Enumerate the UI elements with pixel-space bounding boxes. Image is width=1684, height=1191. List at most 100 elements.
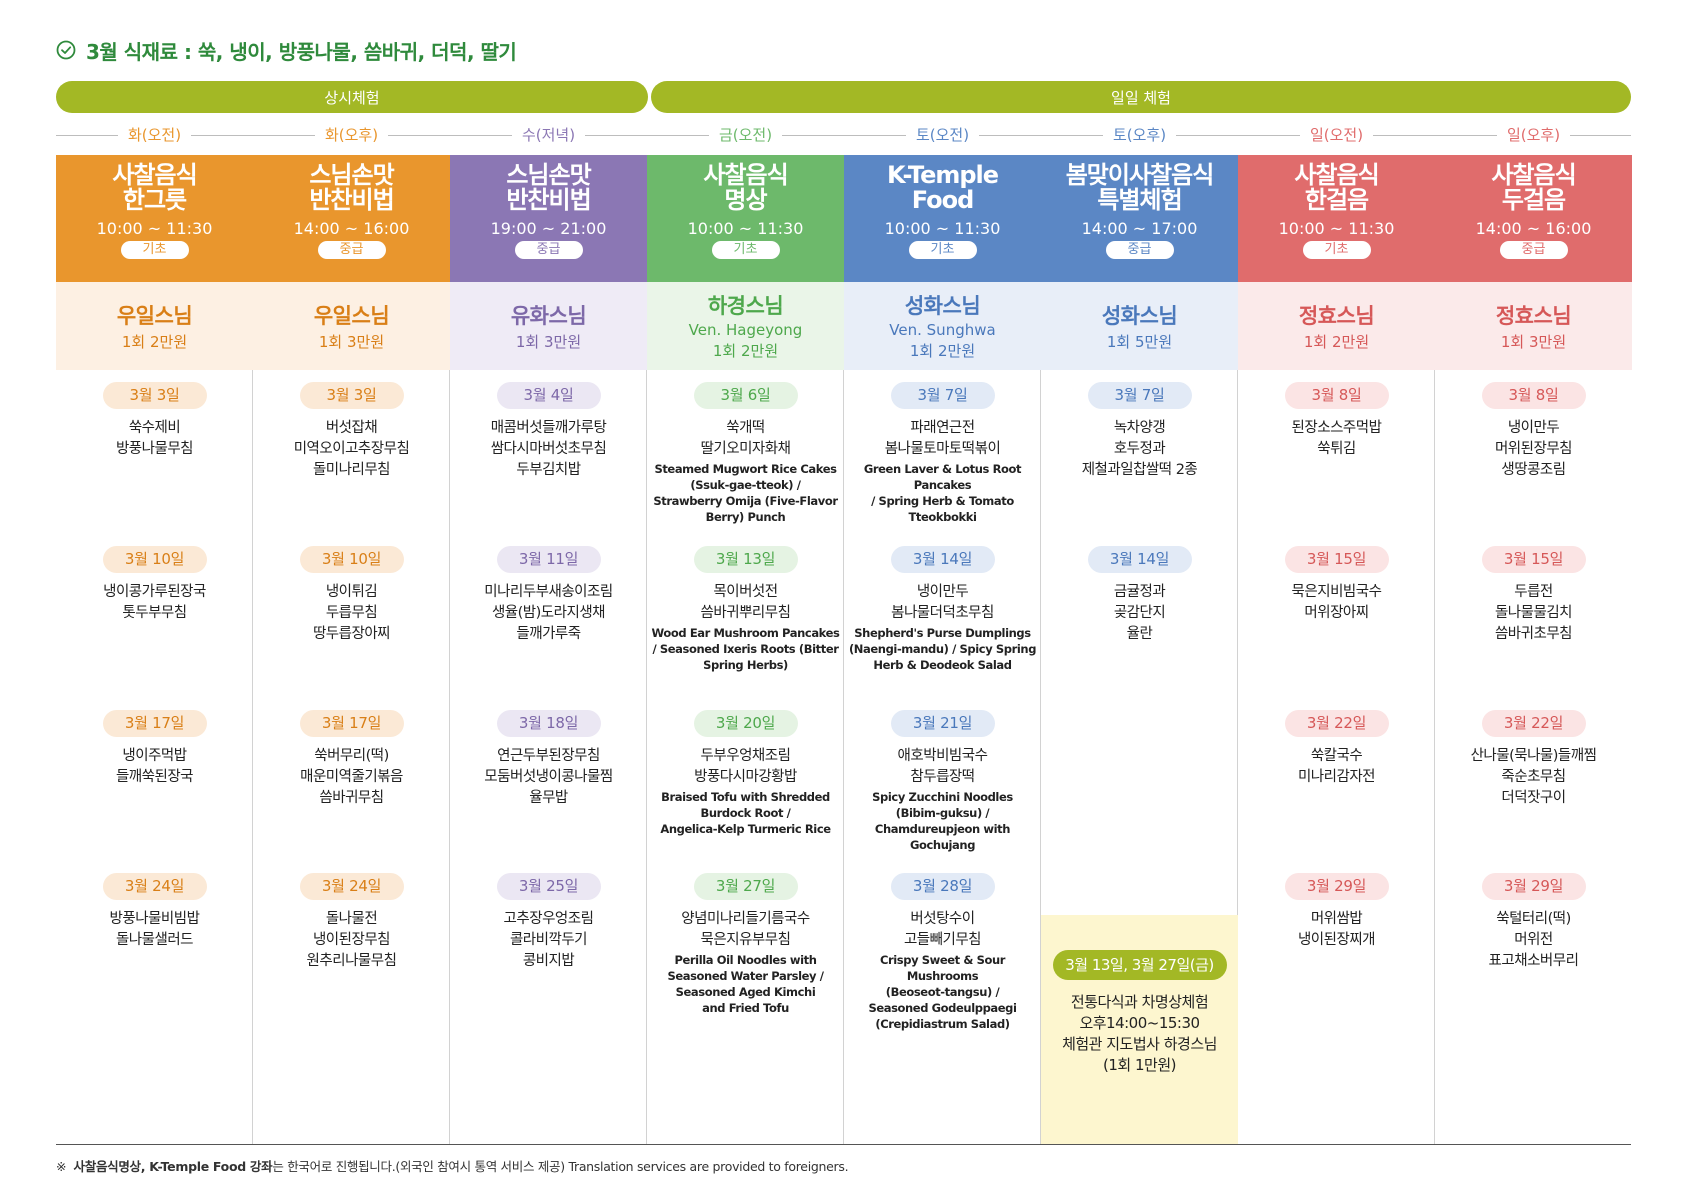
date-pill: 3월 28일 (890, 873, 995, 900)
date-pill: 3월 4일 (496, 382, 601, 409)
menu-list: 두릅전 돌나물물김치 씀바귀초무침 (1494, 584, 1573, 642)
menu-english: Perilla Oil Noodles with Seasoned Water … (667, 953, 824, 1015)
menu-list: 냉이만두 봄나물더덕초무침 (891, 584, 994, 621)
menu-list: 양념미나리들기름국수 묵은지유부무침 (681, 911, 810, 948)
date-pill: 3월 14일 (890, 546, 995, 573)
menu-list: 고추장우엉조림 콜라비깍두기 콩비지밥 (503, 911, 594, 969)
teacher-name: 정효스님 (1298, 304, 1375, 328)
program-time: 10:00 ~ 11:30 (96, 219, 213, 238)
level-badge: 중급 (1499, 241, 1568, 259)
program-name: 봄맞이사찰음식 특별체험 (1065, 161, 1215, 214)
class-entry: 3월 15일 두릅전 돌나물물김치 씀바귀초무침 (1435, 546, 1632, 645)
class-entry: 3월 8일 된장소스주먹밥 쑥튀김 (1238, 382, 1435, 460)
menu-list: 냉이만두 머위된장무침 생땅콩조림 (1494, 420, 1573, 478)
level-badge: 기초 (1302, 241, 1371, 259)
program-header: 사찰음식 한걸음 10:00 ~ 11:30 기초 (1238, 155, 1435, 282)
class-entry: 3월 17일 쑥버무리(떡) 매운미역줄기볶음 씀바귀무침 (253, 710, 450, 809)
date-pill: 3월 14일 (1087, 546, 1192, 573)
date-pill: 3월 10일 (299, 546, 404, 573)
check-circle-icon (56, 40, 76, 60)
title-text: 3월 식재료 : 쑥, 냉이, 방풍나물, 씀바귀, 더덕, 딸기 (86, 39, 517, 64)
level-badge: 기초 (711, 241, 780, 259)
class-entry: 3월 10일 냉이튀김 두릅무침 땅두릅장아찌 (253, 546, 450, 645)
program-time: 14:00 ~ 16:00 (1475, 219, 1592, 238)
menu-list: 묵은지비빔국수 머위장아찌 (1291, 584, 1382, 621)
program-header: K-Temple Food 10:00 ~ 11:30 기초 (844, 155, 1041, 282)
class-entry: 3월 22일 산나물(묵나물)들깨찜 죽순초무침 더덕잣구이 (1435, 710, 1632, 809)
special-event: 3월 13일, 3월 27일(금) 전통다식과 차명상체험 오후14:00~15:… (1041, 915, 1238, 1144)
class-entry: 3월 25일 고추장우엉조림 콜라비깍두기 콩비지밥 (450, 873, 647, 972)
menu-list: 방풍나물비빔밥 돌나물샐러드 (109, 911, 200, 948)
program-time: 10:00 ~ 11:30 (1278, 219, 1395, 238)
program-name: 사찰음식 명상 (703, 161, 788, 214)
program-name: K-Temple Food (886, 161, 999, 214)
day-label-text: 화(오전) (117, 126, 192, 144)
date-pill: 3월 13일 (693, 546, 798, 573)
day-label-text: 일(오후) (1496, 126, 1571, 144)
class-entry: 3월 4일 매콤버섯들깨가루탕 쌈다시마버섯초무침 두부김치밥 (450, 382, 647, 481)
date-pill: 3월 3일 (299, 382, 404, 409)
date-pill: 3월 7일 (890, 382, 995, 409)
date-pill: 3월 27일 (693, 873, 798, 900)
teacher-name-en: Ven. Hageyong (688, 321, 803, 339)
band-regular: 상시체험 (56, 81, 648, 113)
class-entry: 3월 7일 파래연근전 봄나물토마토떡볶이 Green Laver & Lotus … (844, 382, 1041, 525)
date-pill: 3월 11일 (496, 546, 601, 573)
day-label: 수(저녁) (450, 124, 647, 146)
level-badge: 중급 (514, 241, 583, 259)
class-entry: 3월 29일 쑥털터리(떡) 머위전 표고채소버무리 (1435, 873, 1632, 972)
teacher-box: 하경스님 Ven. Hageyong 1회 2만원 (647, 282, 844, 370)
program-time: 10:00 ~ 11:30 (687, 219, 804, 238)
class-entry: 3월 21일 애호박비빔국수 참두릅장떡 Spicy Zucchini Noodle… (844, 710, 1041, 853)
menu-english: Shepherd's Purse Dumplings (Naengi-mandu… (848, 626, 1037, 672)
special-event-date: 3월 13일, 3월 27일(금) (1052, 950, 1227, 980)
class-entry: 3월 18일 연근두부된장무침 모둠버섯냉이콩나물찜 율무밥 (450, 710, 647, 809)
class-entry: 3월 17일 냉이주먹밥 들깨쑥된장국 (56, 710, 253, 788)
day-label: 토(오후) (1041, 124, 1238, 146)
teacher-box: 우일스님 1회 3만원 (253, 282, 450, 370)
menu-list: 미나리두부새송이조림 생율(밤)도라지생채 들깨가루죽 (484, 584, 613, 642)
program-column: 봄맞이사찰음식 특별체험 14:00 ~ 17:00 중급 성화스님 1회 5만원 3월 … (1041, 155, 1238, 1144)
teacher-name: 하경스님 (707, 294, 784, 318)
menu-list: 된장소스주먹밥 쑥튀김 (1291, 420, 1382, 457)
program-time: 14:00 ~ 17:00 (1081, 219, 1198, 238)
menu-list: 산나물(묵나물)들깨찜 죽순초무침 더덕잣구이 (1470, 748, 1597, 806)
menu-list: 쑥수제비 방풍나물무침 (115, 420, 194, 457)
footnote-bold: 사찰음식명상, K-Temple Food 강좌 (73, 1159, 273, 1174)
menu-list: 녹차양갱 호두정과 제철과일찹쌀떡 2종 (1081, 420, 1198, 478)
date-pill: 3월 24일 (102, 873, 207, 900)
menu-list: 버섯잡채 미역오이고추장무침 돌미나리무침 (293, 420, 410, 478)
menu-list: 쑥개떡 딸기오미자화채 (700, 420, 791, 457)
program-column: 사찰음식 한걸음 10:00 ~ 11:30 기초 정효스님 1회 2만원 3월 8일 된장… (1238, 155, 1435, 1144)
menu-english: Steamed Mugwort Rice Cakes (Ssuk-gae-tte… (653, 462, 838, 524)
class-fee: 1회 3만원 (515, 333, 582, 351)
menu-list: 파래연근전 봄나물토마토떡볶이 (884, 420, 1001, 457)
menu-list: 냉이주먹밥 들깨쑥된장국 (115, 748, 194, 785)
program-column: K-Temple Food 10:00 ~ 11:30 기초 성화스님 Ven. Sun… (844, 155, 1041, 1144)
date-pill: 3월 7일 (1087, 382, 1192, 409)
program-name: 사찰음식 한그릇 (112, 161, 197, 214)
day-label: 일(오전) (1238, 124, 1435, 146)
teacher-box: 유화스님 1회 3만원 (450, 282, 647, 370)
date-pill: 3월 20일 (693, 710, 798, 737)
day-divider (56, 135, 1631, 136)
day-row: 화(오전) 화(오후) 수(저녁) 금(오전) 토(오전) 토(오후) 일(오전) 일(오후) (56, 124, 1631, 146)
footnote-rest: 는 한국어로 진행됩니다.(외국인 참여시 통역 서비스 제공) Transla… (272, 1159, 849, 1174)
class-entry: 3월 28일 버섯탕수이 고들빼기무침 Crispy Sweet & Sour Mu… (844, 873, 1041, 1032)
teacher-name: 유화스님 (510, 304, 587, 328)
bottom-divider (56, 1144, 1631, 1145)
program-name: 사찰음식 한걸음 (1294, 161, 1379, 214)
teacher-name: 우일스님 (116, 304, 193, 328)
date-pill: 3월 8일 (1481, 382, 1586, 409)
menu-list: 쑥털터리(떡) 머위전 표고채소버무리 (1488, 911, 1579, 969)
teacher-name: 정효스님 (1495, 304, 1572, 328)
day-label: 화(오전) (56, 124, 253, 146)
menu-english: Crispy Sweet & Sour Mushrooms (Beoseot-t… (868, 953, 1017, 1031)
menu-english: Wood Ear Mushroom Pancakes / Seasoned Ix… (651, 626, 840, 672)
teacher-box: 정효스님 1회 3만원 (1435, 282, 1632, 370)
footnote: ※ 사찰음식명상, K-Temple Food 강좌는 한국어로 진행됩니다.(… (56, 1156, 849, 1175)
band-oneday: 일일 체험 (651, 81, 1631, 113)
teacher-name: 성화스님 (1101, 304, 1178, 328)
